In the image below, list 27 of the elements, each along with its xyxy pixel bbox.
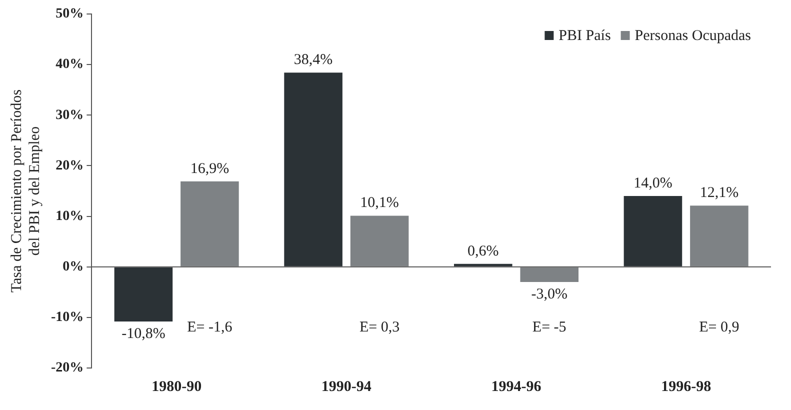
data-label: 14,0% [634, 175, 672, 192]
data-label: 0,6% [468, 243, 499, 260]
x-tick-label: 1994-96 [491, 378, 542, 395]
annotation: E= -1,6 [187, 320, 233, 336]
data-label: 12,1% [700, 185, 739, 202]
legend-label: Personas Ocupadas [634, 28, 752, 44]
y-tick-label: 50% [56, 6, 84, 22]
x-tick-label: 1980-90 [152, 378, 202, 395]
y-tick-label: 40% [56, 57, 84, 72]
data-label: -10,8% [122, 326, 166, 342]
data-label: 38,4% [294, 52, 333, 68]
data-label: 10,1% [360, 195, 399, 212]
x-tick-label: 1996-98 [661, 378, 712, 395]
y-tick-label: 30% [56, 108, 84, 123]
y-tick-label: 20% [56, 158, 84, 174]
data-label: 16,9% [190, 160, 230, 177]
y-tick-label: 10% [56, 208, 84, 224]
annotation: E= 0,3 [359, 320, 400, 336]
data-label: -3,0% [531, 286, 568, 302]
annotation: E= -5 [532, 320, 566, 336]
y-axis-title: Tasa de Crecimiento por Períodos del PBI y del Empleo [8, 89, 43, 293]
legend-label: PBI País [558, 28, 611, 44]
y-tick-label: -10% [50, 310, 84, 326]
y-tick-label: -20% [50, 360, 84, 376]
x-tick-label: 1990-94 [321, 378, 372, 395]
annotation: E= 0,9 [699, 320, 740, 336]
y-tick-label: 0% [62, 259, 84, 274]
